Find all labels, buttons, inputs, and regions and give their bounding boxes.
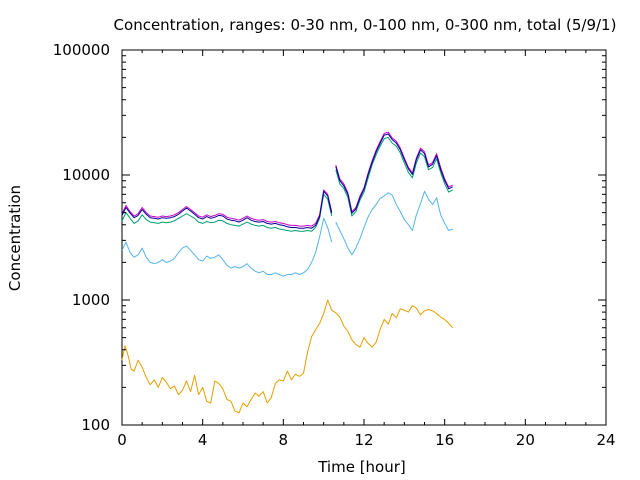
y-tick-label: 100 (81, 416, 110, 434)
series-1-line-segment-1 (121, 299, 454, 414)
x-tick-label: 20 (516, 431, 535, 449)
y-axis-label: Concentration (6, 185, 24, 291)
series-4-line-segment-1 (121, 189, 333, 227)
x-tick-label: 12 (354, 431, 373, 449)
x-axis-label: Time [hour] (317, 458, 406, 476)
y-tick-label: 100000 (53, 41, 110, 59)
series-4-line-segment-2 (335, 131, 453, 213)
x-tick-label: 24 (596, 431, 615, 449)
series-3-line-segment-1 (121, 193, 333, 232)
series-5-line-segment-1 (121, 190, 333, 229)
y-tick-label: 1000 (72, 291, 110, 309)
ticks-layer: 0 4 8 12 16 20 24 100 1000 10000 100000 (53, 41, 616, 449)
series-3-line-segment-2 (335, 136, 453, 217)
x-tick-label: 0 (117, 431, 127, 449)
x-tick-label: 4 (198, 431, 208, 449)
series-layer (121, 131, 454, 414)
chart-title: Concentration, ranges: 0-30 nm, 0-100 nm… (114, 16, 617, 34)
series-5-line-segment-2 (335, 133, 453, 214)
plot-frame (121, 49, 607, 426)
x-tick-label: 8 (279, 431, 289, 449)
series-2-line-segment-1 (121, 217, 333, 277)
series-2-line-segment-2 (335, 190, 453, 256)
x-tick-label: 16 (435, 431, 454, 449)
y-tick-label: 10000 (62, 166, 110, 184)
